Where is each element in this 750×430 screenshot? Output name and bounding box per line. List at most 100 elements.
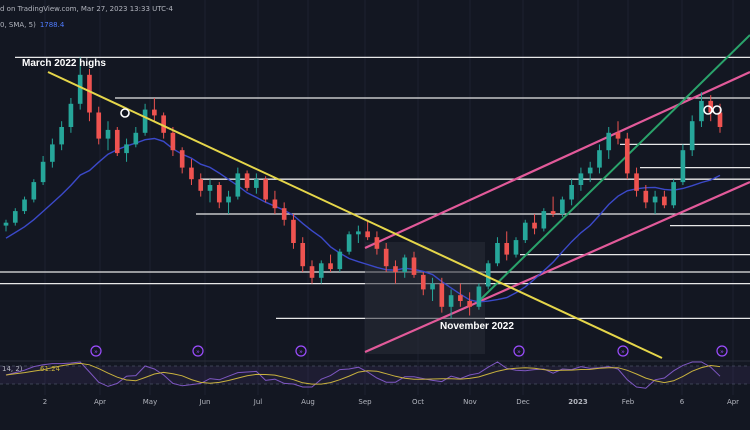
- candle-body: [272, 199, 278, 209]
- horizontal-levels: [0, 56, 750, 320]
- event-marker-glyph: »: [299, 349, 303, 356]
- candle-body: [485, 263, 491, 287]
- rsi-value: 61.24: [40, 365, 61, 373]
- candle-body: [634, 173, 639, 191]
- candle-body: [291, 219, 296, 243]
- descending-trendline: [47, 71, 663, 359]
- candle-body: [346, 234, 352, 252]
- candle-body: [680, 150, 686, 183]
- candle-body: [114, 129, 120, 154]
- x-tick-label: Feb: [622, 398, 635, 406]
- candle-body: [59, 127, 64, 145]
- candle-body: [365, 231, 370, 238]
- x-tick-label: Jun: [199, 398, 211, 406]
- candle-body: [198, 179, 204, 191]
- x-tick-label: 6: [680, 398, 685, 406]
- candle-body: [717, 112, 723, 127]
- candle-body: [263, 179, 268, 200]
- candle-body: [606, 132, 612, 151]
- candle-body: [22, 199, 27, 212]
- x-tick-label: Jul: [253, 398, 263, 406]
- candle-body: [448, 295, 454, 307]
- x-tick-label: Dec: [516, 398, 530, 406]
- candle-body: [597, 150, 602, 168]
- event-marker-icon: [617, 345, 629, 357]
- indicator-legend: 0, SMA, 5) 1788.4: [0, 21, 64, 29]
- candle-body: [541, 211, 547, 229]
- x-tick-label: Nov: [463, 398, 477, 406]
- candle-body: [615, 132, 621, 139]
- x-tick-label: Sep: [358, 398, 372, 406]
- candle-body: [309, 266, 315, 278]
- candle-body: [356, 231, 361, 235]
- x-tick-label: Apr: [94, 398, 106, 406]
- candle-body: [569, 185, 574, 200]
- candle-body: [318, 263, 324, 278]
- event-marker-glyph: »: [94, 349, 98, 356]
- candlestick-series: [3, 57, 723, 319]
- candle-body: [244, 173, 250, 188]
- candle-body: [495, 243, 500, 264]
- candle-body: [170, 132, 176, 151]
- candle-body: [68, 103, 74, 127]
- indicator-text: 0, SMA, 5): [0, 21, 36, 29]
- x-tick-label: 2023: [568, 398, 588, 406]
- event-marker-icon: [90, 345, 102, 357]
- candle-body: [50, 144, 55, 162]
- candle-body: [374, 237, 380, 249]
- x-tick-label: Oct: [412, 398, 424, 406]
- candle-body: [226, 196, 231, 203]
- x-tick-label: Apr: [727, 398, 739, 406]
- candle-body: [207, 185, 213, 191]
- march-highs-label: March 2022 highs: [22, 58, 106, 69]
- candle-body: [31, 182, 37, 200]
- source-text: d on TradingView.com, Mar 27, 2023 13:33…: [0, 5, 173, 13]
- event-marker-glyph: »: [720, 349, 724, 356]
- lower-channel-line: [364, 180, 750, 354]
- candle-body: [96, 112, 102, 139]
- candle-body: [671, 182, 676, 206]
- candle-body: [179, 150, 185, 168]
- candle-body: [235, 173, 241, 197]
- candle-body: [216, 185, 222, 203]
- candle-body: [420, 274, 426, 290]
- candle-body: [578, 173, 584, 185]
- event-markers: » » » » » »: [90, 345, 728, 357]
- event-marker-glyph: »: [621, 349, 625, 356]
- candle-body: [393, 266, 398, 272]
- candle-body: [522, 222, 528, 241]
- event-marker-glyph: »: [517, 349, 521, 356]
- sma-line: [5, 137, 721, 303]
- march-high-marker: [120, 108, 130, 118]
- candle-body: [189, 167, 194, 180]
- candle-body: [337, 251, 343, 270]
- candle-body: [550, 211, 556, 214]
- event-marker-icon: [716, 345, 728, 357]
- candle-body: [328, 263, 333, 270]
- x-tick-label: Aug: [301, 398, 315, 406]
- upper-channel-line: [364, 70, 750, 250]
- recent-high-marker-1: [703, 105, 713, 115]
- event-marker-icon: [513, 345, 525, 357]
- candle-body: [87, 74, 92, 113]
- candle-body: [300, 243, 306, 267]
- candle-body: [513, 240, 519, 255]
- candle-body: [560, 199, 565, 214]
- candle-body: [662, 196, 667, 206]
- uptrend-support-line: [477, 34, 750, 303]
- candle-body: [430, 283, 435, 290]
- chart-source-line: d on TradingView.com, Mar 27, 2023 13:33…: [0, 5, 173, 13]
- candle-body: [133, 132, 139, 145]
- candle-body: [467, 301, 472, 307]
- candle-body: [402, 257, 408, 272]
- candle-body: [587, 167, 593, 174]
- event-marker-icon: [295, 345, 307, 357]
- candle-body: [458, 295, 463, 301]
- event-marker-glyph: »: [196, 349, 200, 356]
- candle-body: [142, 109, 148, 133]
- candle-body: [504, 243, 510, 255]
- candle-body: [281, 208, 287, 220]
- x-tick-label: May: [143, 398, 157, 406]
- candle-body: [643, 190, 649, 203]
